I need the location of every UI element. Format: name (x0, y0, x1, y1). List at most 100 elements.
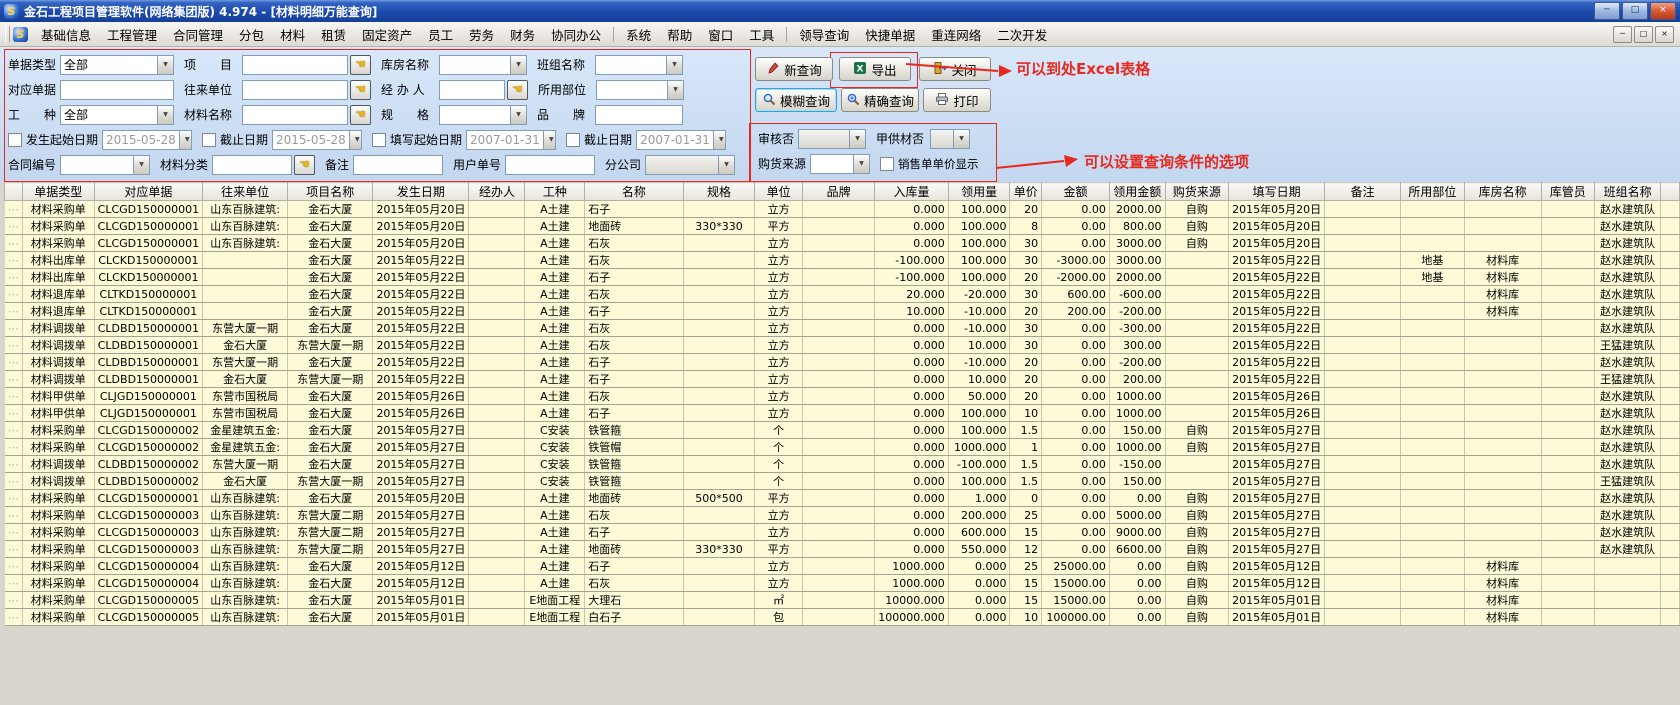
col-header-领用金额[interactable]: 领用金额 (1108, 182, 1166, 201)
export-button[interactable]: X 导出 (839, 57, 911, 81)
row-selector[interactable]: ⋯ (4, 353, 23, 371)
ref-bill-input[interactable] (60, 79, 174, 100)
hand-picker-icon[interactable]: ☚ (350, 54, 371, 75)
fill-start-date-combobox[interactable]: 2007-01-31 ▼ (466, 129, 557, 150)
row-selector[interactable]: ⋯ (4, 336, 23, 354)
new-query-button[interactable]: 新查询 (755, 57, 833, 81)
minimize-button[interactable]: ─ (1594, 2, 1620, 20)
spec-combobox[interactable]: ▼ (439, 104, 527, 125)
chevron-down-icon[interactable]: ▼ (157, 105, 173, 124)
menu-item-合同管理[interactable]: 合同管理 (173, 27, 224, 43)
menu-item-分包[interactable]: 分包 (239, 27, 265, 43)
close-button[interactable]: × (1650, 2, 1676, 20)
chevron-down-icon[interactable]: ▼ (510, 105, 526, 124)
branch-combobox[interactable]: ▼ (645, 154, 735, 175)
menu-item-租赁[interactable]: 租赁 (321, 27, 347, 43)
row-selector[interactable]: ⋯ (4, 455, 23, 473)
row-selector[interactable]: ⋯ (4, 251, 23, 269)
row-selector[interactable]: ⋯ (4, 540, 23, 558)
mdi-restore-button[interactable]: □ (1634, 25, 1653, 43)
col-header-入库量[interactable]: 入库量 (874, 182, 949, 201)
chevron-down-icon[interactable]: ▼ (853, 154, 869, 173)
menu-item-系统[interactable]: 系统 (626, 27, 652, 43)
menu-item-材料[interactable]: 材料 (280, 27, 306, 43)
menu-item-工具[interactable]: 工具 (749, 27, 775, 43)
handler-input[interactable] (439, 79, 505, 100)
col-header-名称[interactable]: 名称 (584, 182, 684, 201)
occur-start-date-checkbox[interactable] (8, 132, 22, 147)
menu-item-劳务[interactable]: 劳务 (469, 27, 495, 43)
col-header-库管员[interactable]: 库管员 (1540, 182, 1595, 201)
menu-item-二次开发[interactable]: 二次开发 (997, 27, 1048, 43)
row-selector[interactable]: ⋯ (4, 523, 23, 541)
col-header-库房名称[interactable]: 库房名称 (1463, 182, 1542, 201)
chevron-down-icon[interactable]: ▼ (712, 130, 726, 149)
col-header-工种[interactable]: 工种 (524, 182, 586, 201)
col-header-经办人[interactable]: 经办人 (468, 182, 526, 201)
contract-no-combobox[interactable]: ▼ (60, 154, 150, 175)
menu-item-帮助[interactable]: 帮助 (667, 27, 693, 43)
col-header-填写日期[interactable]: 填写日期 (1228, 182, 1326, 201)
row-selector[interactable]: ⋯ (4, 404, 23, 422)
row-selector[interactable]: ⋯ (4, 574, 23, 592)
row-selector[interactable]: ⋯ (4, 608, 23, 626)
col-header-发生日期[interactable]: 发生日期 (372, 182, 470, 201)
col-header-金额[interactable]: 金额 (1041, 182, 1110, 201)
print-button[interactable]: 打印 (923, 88, 991, 112)
hand-picker-icon[interactable]: ☚ (294, 154, 315, 175)
chevron-down-icon[interactable]: ▼ (348, 130, 362, 149)
row-selector[interactable]: ⋯ (4, 438, 23, 456)
menu-item-窗口[interactable]: 窗口 (708, 27, 734, 43)
menu-item-基础信息[interactable]: 基础信息 (41, 27, 92, 43)
col-header-班组名称[interactable]: 班组名称 (1593, 182, 1662, 201)
menu-item-工程管理[interactable]: 工程管理 (107, 27, 158, 43)
chevron-down-icon[interactable]: ▼ (133, 155, 149, 174)
col-header-规格[interactable]: 规格 (682, 182, 756, 201)
project-input[interactable] (242, 54, 348, 75)
col-header-往来单位[interactable]: 往来单位 (202, 182, 289, 201)
fill-start-date-checkbox[interactable] (372, 132, 387, 147)
close-window-button[interactable]: 关闭 (919, 57, 991, 81)
row-selector[interactable]: ⋯ (4, 234, 23, 252)
row-selector[interactable]: ⋯ (4, 591, 23, 609)
mdi-minimize-button[interactable]: ─ (1613, 25, 1632, 43)
chevron-down-icon[interactable]: ▼ (849, 129, 865, 148)
menu-item-财务[interactable]: 财务 (510, 27, 536, 43)
chevron-down-icon[interactable]: ▼ (718, 155, 734, 174)
col-header-品牌[interactable]: 品牌 (801, 182, 876, 201)
chevron-down-icon[interactable]: ▼ (953, 129, 969, 148)
col-header-备注[interactable]: 备注 (1324, 182, 1402, 201)
owner-supplied-combobox[interactable]: ▼ (930, 128, 970, 149)
menu-item-重连网络[interactable]: 重连网络 (931, 27, 982, 43)
row-selector[interactable]: ⋯ (4, 285, 23, 303)
chevron-down-icon[interactable]: ▼ (667, 80, 683, 99)
col-header-领用量[interactable]: 领用量 (947, 182, 1011, 201)
row-selector[interactable]: ⋯ (4, 370, 23, 388)
team-combobox[interactable]: ▼ (595, 54, 683, 75)
toolbar-grip[interactable] (5, 26, 10, 42)
col-header-对应单据[interactable]: 对应单据 (93, 182, 204, 201)
user-bill-no-input[interactable] (505, 154, 595, 175)
note-input[interactable] (353, 154, 443, 175)
row-selector[interactable]: ⋯ (4, 506, 23, 524)
chevron-down-icon[interactable]: ▼ (510, 55, 526, 74)
sales-price-display-checkbox[interactable] (880, 156, 894, 171)
counterparty-input[interactable] (242, 79, 348, 100)
purchase-source-combobox[interactable]: ▼ (810, 153, 870, 174)
col-header-blank[interactable] (1660, 182, 1680, 201)
row-selector[interactable]: ⋯ (4, 200, 23, 218)
hand-picker-icon[interactable]: ☚ (507, 79, 528, 100)
row-selector[interactable]: ⋯ (4, 557, 23, 575)
row-selector[interactable]: ⋯ (4, 489, 23, 507)
col-header-所用部位[interactable]: 所用部位 (1400, 182, 1465, 201)
chevron-down-icon[interactable]: ▼ (157, 55, 173, 74)
chevron-down-icon[interactable]: ▼ (178, 130, 192, 149)
col-header-购货来源[interactable]: 购货来源 (1164, 182, 1230, 201)
fill-end-date-checkbox[interactable] (566, 132, 581, 147)
row-selector[interactable]: ⋯ (4, 387, 23, 405)
mdi-close-button[interactable]: × (1655, 25, 1674, 43)
menu-item-固定资产[interactable]: 固定资产 (362, 27, 413, 43)
occur-end-date-checkbox[interactable] (202, 132, 217, 147)
col-header-项目名称[interactable]: 项目名称 (287, 182, 374, 201)
col-header-单价[interactable]: 单价 (1009, 182, 1043, 201)
